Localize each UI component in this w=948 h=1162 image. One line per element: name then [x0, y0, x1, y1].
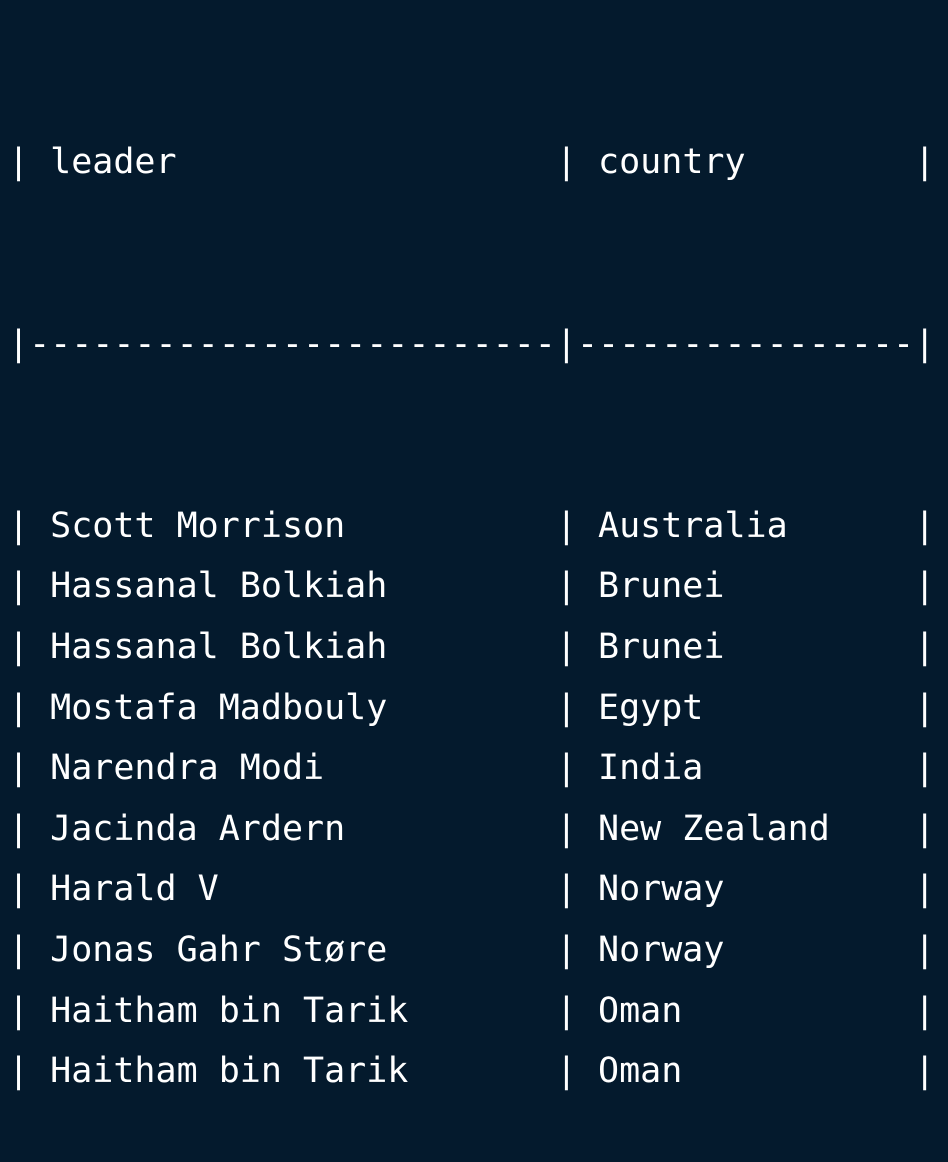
column-separator: |	[914, 929, 936, 970]
cell-country: India	[576, 748, 915, 789]
column-separator: |	[8, 505, 30, 546]
table-body: | Scott Morrison | Australia | | Hassanal…	[8, 496, 935, 1102]
cell-leader: Jacinda Ardern	[29, 808, 556, 849]
cell-country: Norway	[576, 869, 915, 910]
column-separator: |	[914, 990, 936, 1031]
cell-leader: Mostafa Madbouly	[29, 687, 556, 728]
cell-country: Oman	[576, 1051, 915, 1092]
column-separator: |	[8, 990, 30, 1031]
column-separator: |	[914, 626, 936, 667]
column-separator: |	[8, 566, 30, 607]
column-separator: |	[8, 808, 30, 849]
table-row: | Narendra Modi | India |	[8, 738, 935, 799]
column-separator: |	[555, 1051, 577, 1092]
column-separator: |	[555, 929, 577, 970]
header-separator-row: |-------------------------|-------------…	[8, 323, 936, 364]
table-row: | Hassanal Bolkiah | Brunei |	[8, 556, 935, 617]
table-row: | Jonas Gahr Støre | Norway |	[8, 920, 935, 981]
table-row: | Hassanal Bolkiah | Brunei |	[8, 617, 935, 678]
cell-leader: Hassanal Bolkiah	[29, 626, 556, 667]
cell-country: Oman	[576, 990, 915, 1031]
table-header-row: | leader | country |	[8, 132, 935, 193]
column-separator: |	[555, 808, 577, 849]
cell-leader: Haitham bin Tarik	[29, 1051, 556, 1092]
column-separator: |	[914, 505, 936, 546]
column-separator: |	[8, 748, 30, 789]
column-separator: |	[555, 869, 577, 910]
column-separator: |	[914, 142, 936, 183]
column-separator: |	[555, 505, 577, 546]
column-separator: |	[8, 142, 30, 183]
column-separator: |	[914, 687, 936, 728]
cell-country: Norway	[576, 929, 915, 970]
cell-leader: Haitham bin Tarik	[29, 990, 556, 1031]
column-separator: |	[8, 929, 30, 970]
cell-country: New Zealand	[576, 808, 915, 849]
header-country: country	[576, 142, 746, 183]
column-separator: |	[914, 748, 936, 789]
column-separator: |	[8, 687, 30, 728]
cell-country: Brunei	[576, 626, 915, 667]
header-leader: leader	[29, 142, 177, 183]
column-separator: |	[914, 808, 936, 849]
column-separator: |	[914, 869, 936, 910]
cell-leader: Scott Morrison	[29, 505, 556, 546]
table-row: | Jacinda Ardern | New Zealand |	[8, 799, 935, 860]
table-row: | Scott Morrison | Australia |	[8, 496, 935, 557]
column-separator: |	[555, 566, 577, 607]
column-separator: |	[555, 748, 577, 789]
column-separator: |	[555, 626, 577, 667]
cell-country: Brunei	[576, 566, 915, 607]
table-row: | Harald V | Norway |	[8, 859, 935, 920]
column-separator: |	[555, 142, 577, 183]
column-separator: |	[555, 990, 577, 1031]
column-separator: |	[914, 566, 936, 607]
cell-leader: Jonas Gahr Støre	[29, 929, 556, 970]
table-row: | Mostafa Madbouly | Egypt |	[8, 678, 935, 739]
cell-leader: Harald V	[29, 869, 556, 910]
cell-country: Australia	[576, 505, 915, 546]
terminal-output: | leader | country | |------------------…	[8, 11, 935, 1162]
column-separator: |	[914, 1051, 936, 1092]
cell-leader: Narendra Modi	[29, 748, 556, 789]
cell-leader: Hassanal Bolkiah	[29, 566, 556, 607]
cell-country: Egypt	[576, 687, 915, 728]
table-row: | Haitham bin Tarik | Oman |	[8, 1041, 935, 1102]
column-separator: |	[8, 1051, 30, 1092]
table-row: | Haitham bin Tarik | Oman |	[8, 981, 935, 1042]
column-separator: |	[555, 687, 577, 728]
column-separator: |	[8, 869, 30, 910]
column-separator: |	[8, 626, 30, 667]
